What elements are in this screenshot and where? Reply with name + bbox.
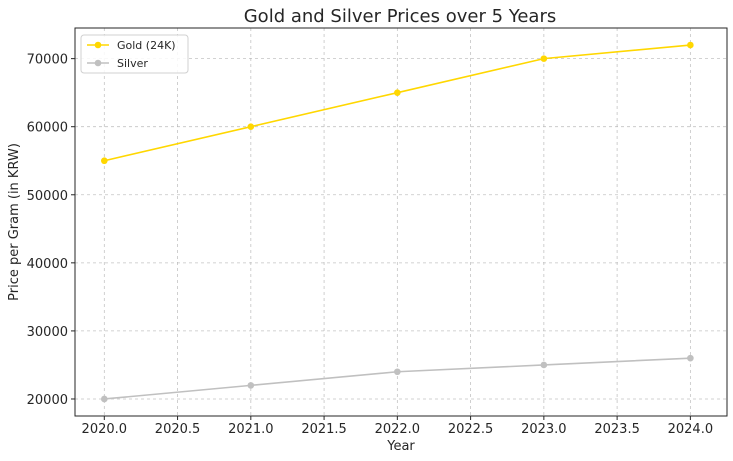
y-tick-label: 40000 — [27, 257, 68, 272]
x-tick-label: 2020.0 — [82, 422, 128, 437]
x-axis-label: Year — [386, 439, 415, 454]
y-tick-label: 60000 — [27, 121, 68, 136]
data-point-silver — [394, 368, 401, 376]
data-point-gold-24k — [247, 123, 255, 131]
y-tick-label: 50000 — [27, 189, 68, 204]
chart-title: Gold and Silver Prices over 5 Years — [244, 6, 557, 27]
legend-label-gold-24k: Gold (24K) — [117, 39, 176, 52]
grid — [75, 28, 727, 416]
x-tick-label: 2023.0 — [521, 422, 567, 437]
data-point-gold-24k — [540, 55, 548, 62]
x-tick-label: 2024.0 — [668, 422, 714, 437]
data-point-gold-24k — [101, 157, 108, 165]
x-tick-label: 2022.5 — [448, 422, 494, 437]
x-tick-label: 2020.5 — [155, 422, 201, 437]
legend-marker-gold-24k — [94, 41, 102, 49]
y-tick-label: 70000 — [27, 53, 68, 68]
x-tick-label: 2022.0 — [375, 422, 421, 437]
plot-frame — [74, 27, 728, 417]
axes — [74, 27, 728, 417]
legend-label-silver: Silver — [117, 57, 148, 70]
data-point-gold-24k — [687, 41, 694, 49]
data-point-gold-24k — [394, 89, 401, 96]
y-tick-label: 20000 — [27, 393, 68, 408]
ticks: 2020.0 2020.5 2021.0 2021.5 2022.0 2022.5 2023… — [27, 53, 713, 437]
data-point-silver — [101, 395, 108, 403]
y-tick-label: 30000 — [27, 325, 68, 340]
legend-marker-silver — [94, 59, 102, 67]
x-tick-label: 2021.5 — [301, 422, 347, 437]
data-point-silver — [540, 361, 548, 369]
data-point-silver — [687, 354, 694, 362]
series-layer — [101, 41, 694, 403]
x-tick-label: 2021.0 — [228, 422, 274, 437]
y-axis-label: Price per Gram (in KRW) — [7, 143, 22, 301]
x-tick-label: 2023.5 — [594, 422, 640, 437]
data-point-silver — [247, 382, 255, 389]
legend: Gold (24K) Silver — [80, 34, 189, 74]
